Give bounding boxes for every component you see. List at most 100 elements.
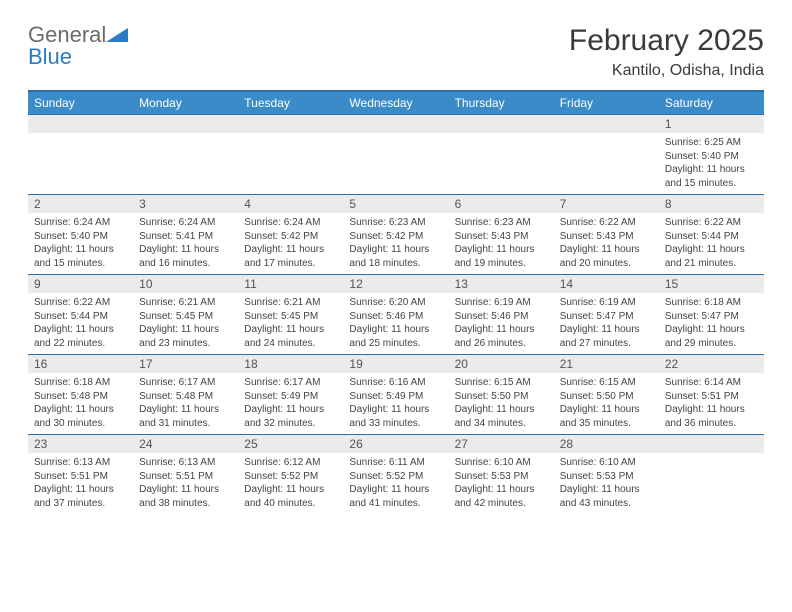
- sunset-text: Sunset: 5:46 PM: [455, 310, 548, 324]
- sunrise-text: Sunrise: 6:18 AM: [665, 296, 758, 310]
- day-cell: 26Sunrise: 6:11 AMSunset: 5:52 PMDayligh…: [343, 435, 448, 514]
- weekday-header: Wednesday: [343, 92, 448, 114]
- day-number: 9: [28, 275, 133, 293]
- day-number: 16: [28, 355, 133, 373]
- day-number: 14: [554, 275, 659, 293]
- day-body: Sunrise: 6:22 AMSunset: 5:43 PMDaylight:…: [554, 213, 659, 274]
- day-body: Sunrise: 6:19 AMSunset: 5:47 PMDaylight:…: [554, 293, 659, 354]
- daylight-text: Daylight: 11 hours and 20 minutes.: [560, 243, 653, 270]
- week-row: 16Sunrise: 6:18 AMSunset: 5:48 PMDayligh…: [28, 354, 764, 434]
- sunrise-text: Sunrise: 6:20 AM: [349, 296, 442, 310]
- weekday-header: Sunday: [28, 92, 133, 114]
- day-number: 6: [449, 195, 554, 213]
- week-row: 2Sunrise: 6:24 AMSunset: 5:40 PMDaylight…: [28, 194, 764, 274]
- day-number: 7: [554, 195, 659, 213]
- daylight-text: Daylight: 11 hours and 29 minutes.: [665, 323, 758, 350]
- daylight-text: Daylight: 11 hours and 40 minutes.: [244, 483, 337, 510]
- sunset-text: Sunset: 5:47 PM: [560, 310, 653, 324]
- location-subtitle: Kantilo, Odisha, India: [569, 62, 764, 80]
- daylight-text: Daylight: 11 hours and 16 minutes.: [139, 243, 232, 270]
- sunset-text: Sunset: 5:51 PM: [665, 390, 758, 404]
- day-cell: [554, 115, 659, 194]
- sunrise-text: Sunrise: 6:22 AM: [665, 216, 758, 230]
- day-cell: 12Sunrise: 6:20 AMSunset: 5:46 PMDayligh…: [343, 275, 448, 354]
- day-cell: [343, 115, 448, 194]
- day-body: Sunrise: 6:10 AMSunset: 5:53 PMDaylight:…: [449, 453, 554, 514]
- sunrise-text: Sunrise: 6:10 AM: [455, 456, 548, 470]
- day-body: Sunrise: 6:15 AMSunset: 5:50 PMDaylight:…: [449, 373, 554, 434]
- sunset-text: Sunset: 5:48 PM: [34, 390, 127, 404]
- day-body: Sunrise: 6:13 AMSunset: 5:51 PMDaylight:…: [133, 453, 238, 514]
- sunrise-text: Sunrise: 6:15 AM: [560, 376, 653, 390]
- day-body: Sunrise: 6:24 AMSunset: 5:41 PMDaylight:…: [133, 213, 238, 274]
- day-body: Sunrise: 6:24 AMSunset: 5:42 PMDaylight:…: [238, 213, 343, 274]
- sunset-text: Sunset: 5:46 PM: [349, 310, 442, 324]
- sunrise-text: Sunrise: 6:12 AM: [244, 456, 337, 470]
- day-cell: 1Sunrise: 6:25 AMSunset: 5:40 PMDaylight…: [659, 115, 764, 194]
- day-body: Sunrise: 6:16 AMSunset: 5:49 PMDaylight:…: [343, 373, 448, 434]
- month-title: February 2025: [569, 24, 764, 58]
- weekday-header: Tuesday: [238, 92, 343, 114]
- sunset-text: Sunset: 5:43 PM: [455, 230, 548, 244]
- daylight-text: Daylight: 11 hours and 35 minutes.: [560, 403, 653, 430]
- day-number: [554, 115, 659, 133]
- day-number: 19: [343, 355, 448, 373]
- day-cell: 22Sunrise: 6:14 AMSunset: 5:51 PMDayligh…: [659, 355, 764, 434]
- day-cell: 16 Sunrise: 6:18 AMSunset: 5:48 PMDayligh…: [28, 355, 133, 434]
- daylight-text: Daylight: 11 hours and 18 minutes.: [349, 243, 442, 270]
- logo-text-accent: Blue: [28, 44, 72, 69]
- daylight-text: Daylight: 11 hours and 34 minutes.: [455, 403, 548, 430]
- day-body: Sunrise: 6:15 AMSunset: 5:50 PMDaylight:…: [554, 373, 659, 434]
- sunrise-text: Sunrise: 6:15 AM: [455, 376, 548, 390]
- sunset-text: Sunset: 5:40 PM: [34, 230, 127, 244]
- daylight-text: Daylight: 11 hours and 38 minutes.: [139, 483, 232, 510]
- daylight-text: Daylight: 11 hours and 42 minutes.: [455, 483, 548, 510]
- page-header: General Blue February 2025 Kantilo, Odis…: [28, 24, 764, 80]
- day-cell: [28, 115, 133, 194]
- day-cell: [449, 115, 554, 194]
- weekday-header: Saturday: [659, 92, 764, 114]
- sunset-text: Sunset: 5:47 PM: [665, 310, 758, 324]
- weekday-header: Friday: [554, 92, 659, 114]
- sunset-text: Sunset: 5:51 PM: [139, 470, 232, 484]
- daylight-text: Daylight: 11 hours and 30 minutes.: [34, 403, 127, 430]
- day-body: Sunrise: 6:25 AMSunset: 5:40 PMDaylight:…: [659, 133, 764, 194]
- day-cell: 25Sunrise: 6:12 AMSunset: 5:52 PMDayligh…: [238, 435, 343, 514]
- logo-text: General Blue: [28, 24, 128, 68]
- day-cell: 18Sunrise: 6:17 AMSunset: 5:49 PMDayligh…: [238, 355, 343, 434]
- day-body: Sunrise: 6:13 AMSunset: 5:51 PMDaylight:…: [28, 453, 133, 514]
- sunset-text: Sunset: 5:44 PM: [665, 230, 758, 244]
- day-number: [659, 435, 764, 453]
- weeks-container: 1Sunrise: 6:25 AMSunset: 5:40 PMDaylight…: [28, 114, 764, 514]
- day-body: Sunrise: 6:23 AMSunset: 5:42 PMDaylight:…: [343, 213, 448, 274]
- sunrise-text: Sunrise: 6:18 AM: [34, 376, 127, 390]
- week-row: 23Sunrise: 6:13 AMSunset: 5:51 PMDayligh…: [28, 434, 764, 514]
- day-number: 25: [238, 435, 343, 453]
- day-cell: [238, 115, 343, 194]
- weekday-header: Thursday: [449, 92, 554, 114]
- logo-triangle-icon: [106, 24, 128, 46]
- calendar: Sunday Monday Tuesday Wednesday Thursday…: [28, 90, 764, 514]
- day-body: Sunrise: 6:17 AMSunset: 5:48 PMDaylight:…: [133, 373, 238, 434]
- day-number: 15: [659, 275, 764, 293]
- day-cell: 27Sunrise: 6:10 AMSunset: 5:53 PMDayligh…: [449, 435, 554, 514]
- title-block: February 2025 Kantilo, Odisha, India: [569, 24, 764, 80]
- day-number: 17: [133, 355, 238, 373]
- day-number: 27: [449, 435, 554, 453]
- day-cell: 20Sunrise: 6:15 AMSunset: 5:50 PMDayligh…: [449, 355, 554, 434]
- sunset-text: Sunset: 5:42 PM: [244, 230, 337, 244]
- sunrise-text: Sunrise: 6:13 AM: [34, 456, 127, 470]
- day-cell: 7Sunrise: 6:22 AMSunset: 5:43 PMDaylight…: [554, 195, 659, 274]
- daylight-text: Daylight: 11 hours and 31 minutes.: [139, 403, 232, 430]
- day-number: 18: [238, 355, 343, 373]
- day-number: [343, 115, 448, 133]
- day-number: 12: [343, 275, 448, 293]
- day-number: [449, 115, 554, 133]
- daylight-text: Daylight: 11 hours and 17 minutes.: [244, 243, 337, 270]
- sunrise-text: Sunrise: 6:21 AM: [244, 296, 337, 310]
- day-cell: 15 Sunrise: 6:18 AMSunset: 5:47 PMDayligh…: [659, 275, 764, 354]
- daylight-text: Daylight: 11 hours and 15 minutes.: [34, 243, 127, 270]
- day-number: 28: [554, 435, 659, 453]
- day-number: 13: [449, 275, 554, 293]
- day-body: Sunrise: 6:24 AMSunset: 5:40 PMDaylight:…: [28, 213, 133, 274]
